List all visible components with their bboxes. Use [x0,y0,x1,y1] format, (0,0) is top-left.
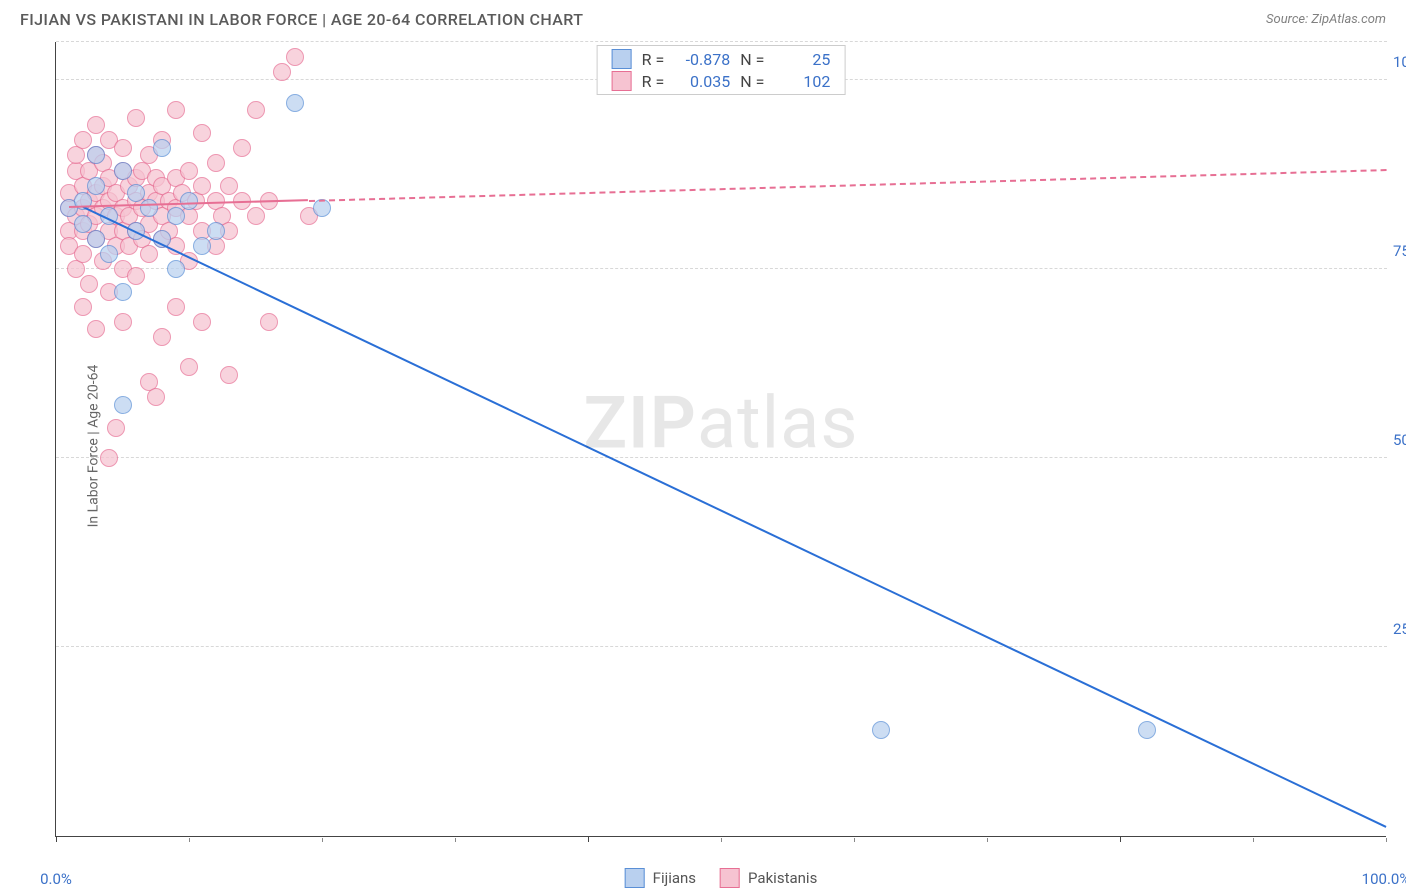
x-tick-minor [189,838,190,842]
x-tick-minor [455,838,456,842]
data-point-fijians [140,199,158,217]
data-point-fijians [1138,721,1156,739]
legend-n-label: N = [740,50,764,69]
data-point-pakistanis [193,313,211,331]
data-point-pakistanis [180,358,198,376]
x-tick-minor [1253,838,1254,842]
data-point-fijians [167,260,185,278]
y-tick-label: 25.0% [1391,620,1406,638]
data-point-fijians [167,207,185,225]
legend-row-fijians: R = -0.878 N = 25 [598,48,845,70]
data-point-pakistanis [167,298,185,316]
data-point-pakistanis [220,366,238,384]
data-point-fijians [153,139,171,157]
data-point-pakistanis [207,154,225,172]
legend-r-value: -0.878 [674,50,730,69]
data-point-fijians [872,721,890,739]
gridline [56,457,1387,458]
y-tick-label: 50.0% [1391,431,1406,449]
plot-surface: 25.0%50.0%75.0%100.0%0.0%100.0% [56,42,1386,836]
legend-swatch [720,868,740,888]
data-point-pakistanis [114,139,132,157]
legend-swatch [612,49,632,69]
data-point-pakistanis [127,267,145,285]
data-point-pakistanis [74,298,92,316]
data-point-pakistanis [220,177,238,195]
x-tick-minor [322,838,323,842]
data-point-pakistanis [193,124,211,142]
data-point-fijians [114,283,132,301]
data-point-pakistanis [260,313,278,331]
data-point-pakistanis [74,131,92,149]
data-point-pakistanis [247,101,265,119]
gridline [56,268,1387,269]
legend-item-pakistanis: Pakistanis [720,868,817,888]
data-point-pakistanis [247,207,265,225]
x-tick [588,836,589,842]
trend-line [309,169,1386,202]
legend-swatch [625,868,645,888]
legend-item-fijians: Fijians [625,868,696,888]
data-point-fijians [193,237,211,255]
y-tick-label: 75.0% [1391,242,1406,260]
x-tick [56,836,57,842]
data-point-fijians [87,230,105,248]
data-point-pakistanis [273,63,291,81]
chart-area: 25.0%50.0%75.0%100.0%0.0%100.0% ZIPatlas… [55,42,1386,837]
data-point-pakistanis [114,313,132,331]
x-tick-minor [1386,838,1387,842]
data-point-pakistanis [153,328,171,346]
data-point-pakistanis [140,245,158,263]
data-point-pakistanis [74,245,92,263]
legend-label: Pakistanis [748,869,817,887]
gridline [56,646,1387,647]
x-tick-minor [854,838,855,842]
legend-r-label: R = [642,72,665,91]
legend-n-label: N = [740,72,764,91]
data-point-pakistanis [233,139,251,157]
source-label: Source: ZipAtlas.com [1266,12,1386,27]
legend-correlation: R = -0.878 N = 25 R = 0.035 N = 102 [597,45,846,95]
legend-n-value: 102 [774,72,830,91]
data-point-pakistanis [87,320,105,338]
data-point-fijians [180,192,198,210]
legend-row-pakistanis: R = 0.035 N = 102 [598,70,845,92]
legend-r-value: 0.035 [674,72,730,91]
data-point-pakistanis [127,109,145,127]
data-point-fijians [87,177,105,195]
legend-r-label: R = [642,50,665,69]
chart-title: FIJIAN VS PAKISTANI IN LABOR FORCE | AGE… [20,10,583,29]
data-point-pakistanis [80,275,98,293]
x-tick [1120,836,1121,842]
legend-n-value: 25 [774,50,830,69]
data-point-pakistanis [167,101,185,119]
data-point-fijians [127,184,145,202]
data-point-fijians [114,396,132,414]
data-point-pakistanis [193,177,211,195]
data-point-pakistanis [180,162,198,180]
gridline [56,41,1387,42]
data-point-fijians [313,199,331,217]
x-tick-label: 0.0% [40,870,72,888]
legend-swatch [612,71,632,91]
data-point-pakistanis [100,449,118,467]
data-point-pakistanis [147,388,165,406]
data-point-fijians [207,222,225,240]
data-point-pakistanis [286,48,304,66]
data-point-fijians [87,146,105,164]
x-tick-minor [987,838,988,842]
data-point-fijians [74,215,92,233]
x-tick-minor [721,838,722,842]
legend-series: Fijians Pakistanis [619,868,824,888]
x-tick-label: 100.0% [1362,870,1406,888]
y-tick-label: 100.0% [1391,53,1406,71]
data-point-pakistanis [87,116,105,134]
data-point-fijians [286,94,304,112]
data-point-pakistanis [107,419,125,437]
trend-line [82,206,1386,828]
legend-label: Fijians [653,869,696,887]
data-point-fijians [114,162,132,180]
data-point-fijians [100,245,118,263]
